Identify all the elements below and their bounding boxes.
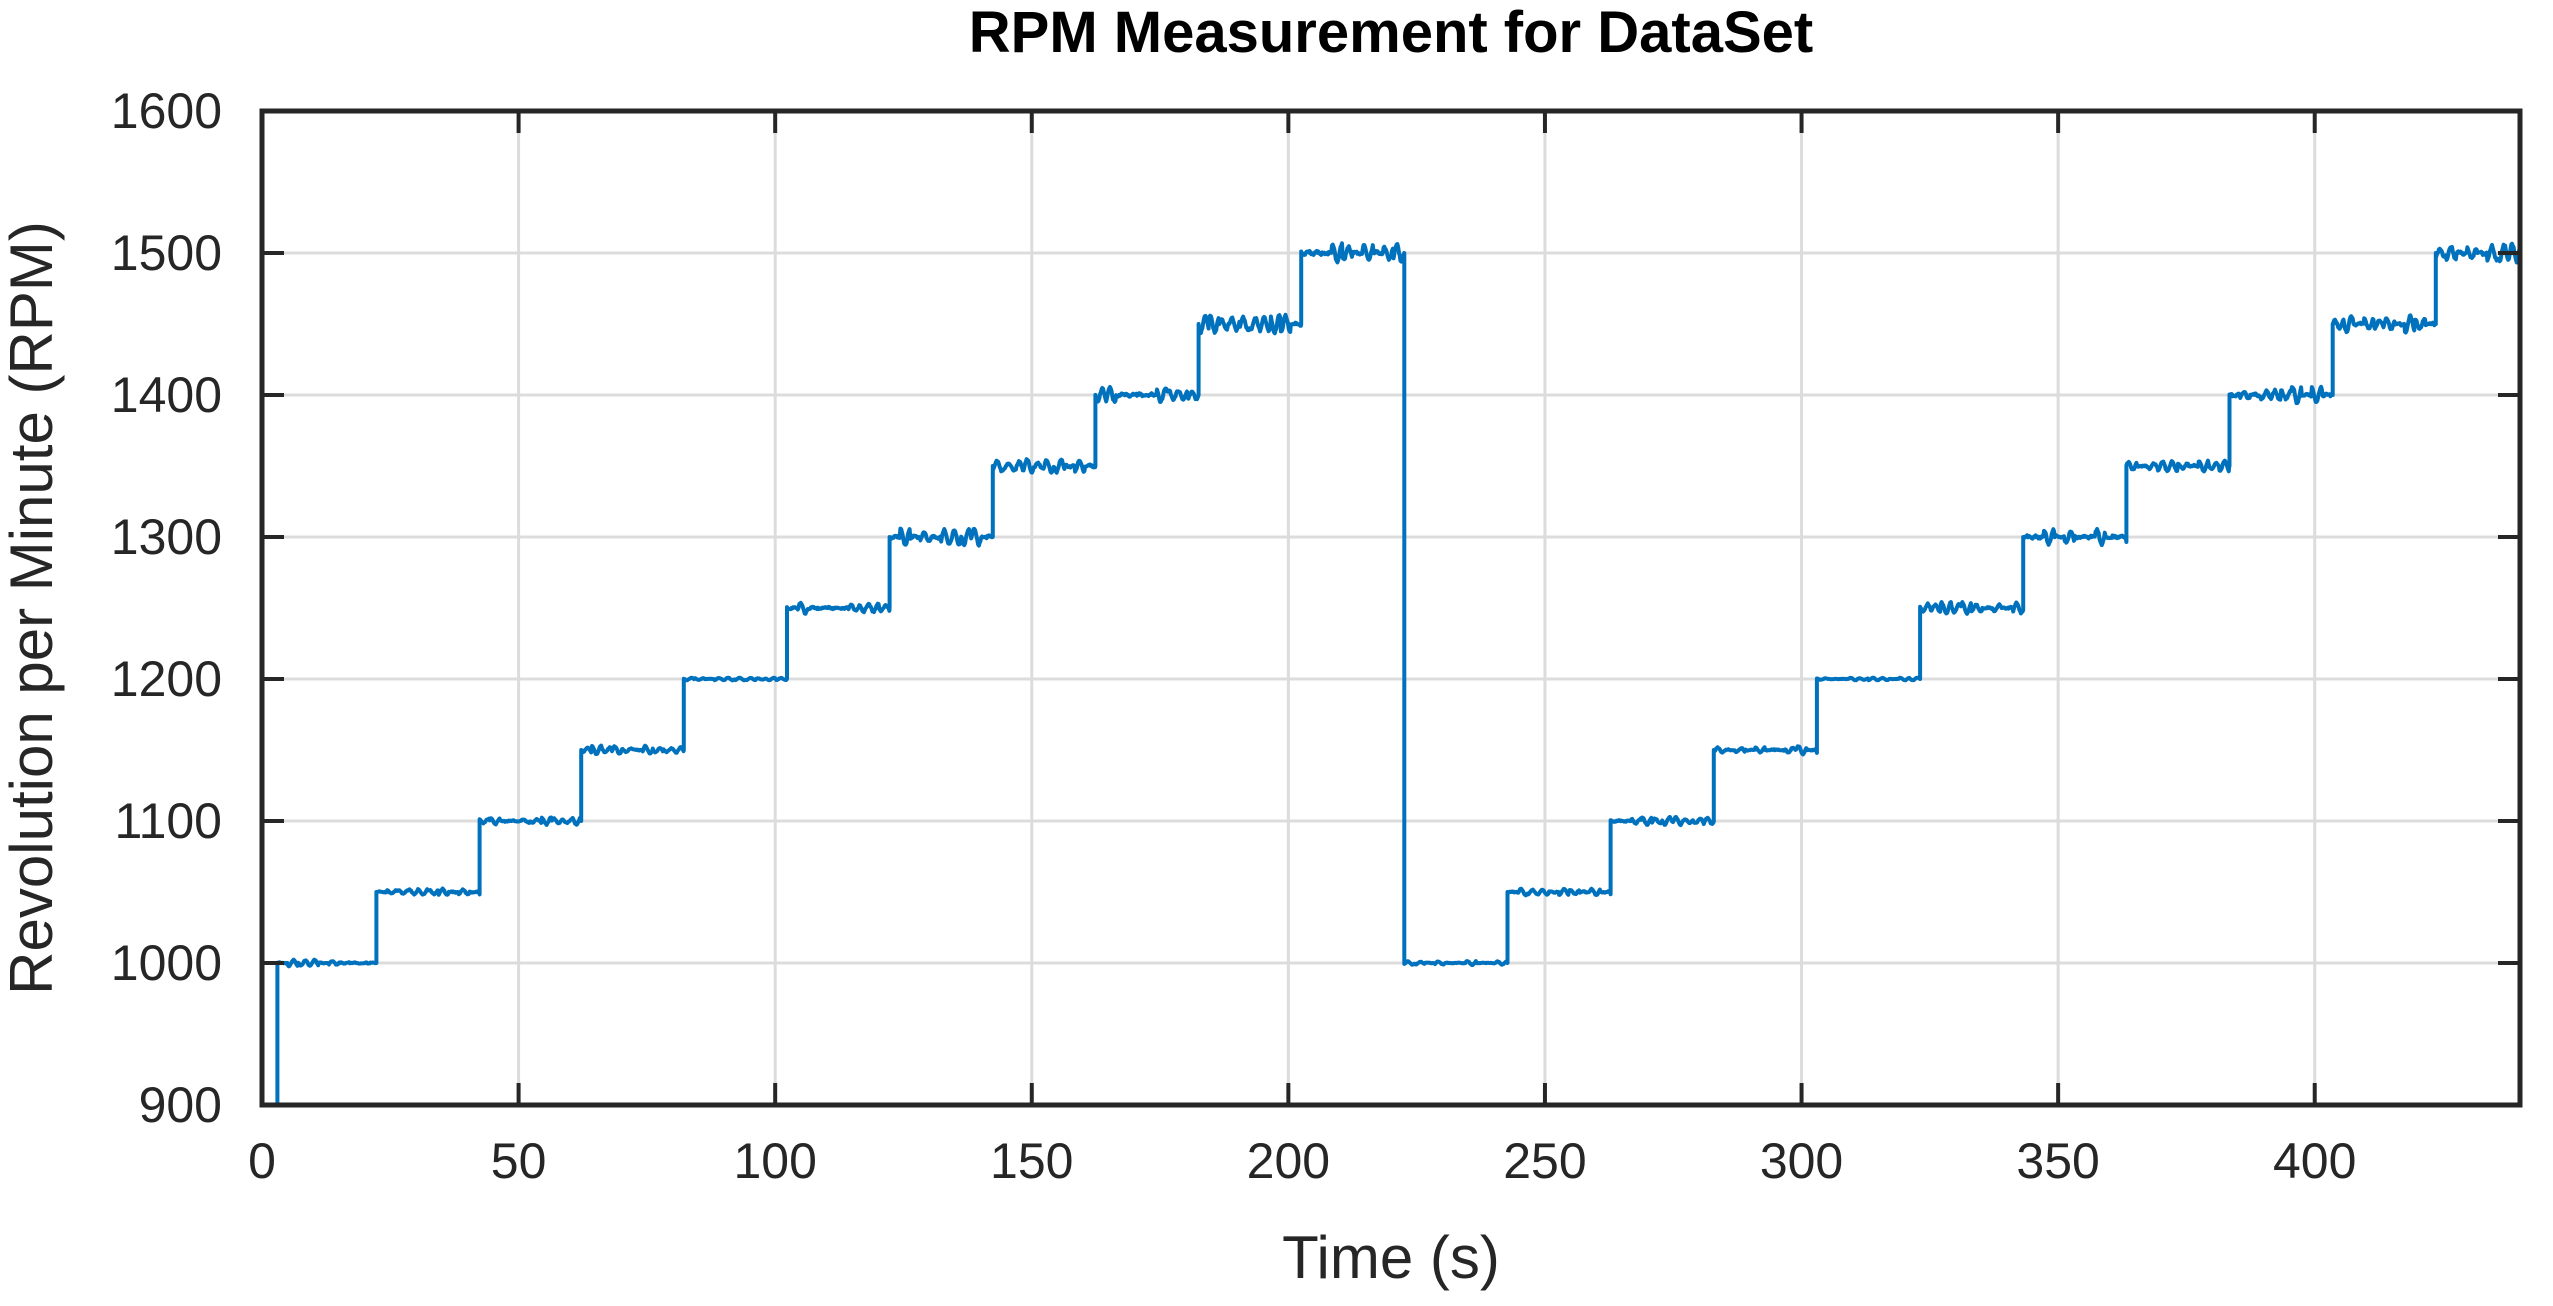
y-tick-label: 1600 xyxy=(111,83,222,139)
y-tick-label: 1000 xyxy=(111,935,222,991)
y-tick-label: 1500 xyxy=(111,225,222,281)
x-tick-label: 400 xyxy=(2273,1133,2356,1189)
tick-labels: 0 50 100 150 200 250 300 350 400 900 1000 1100 1200 1… xyxy=(111,83,2357,1189)
axes-box-and-ticks xyxy=(259,108,2523,1108)
x-tick-label: 150 xyxy=(990,1133,1073,1189)
axes-box xyxy=(259,108,2523,1108)
x-tick-label: 50 xyxy=(491,1133,547,1189)
y-axis-label: Revolution per Minute (RPM) xyxy=(0,221,65,995)
x-tick-label: 0 xyxy=(248,1133,276,1189)
x-tick-label: 350 xyxy=(2016,1133,2099,1189)
y-tick-label: 1400 xyxy=(111,367,222,423)
x-tick-label: 200 xyxy=(1247,1133,1330,1189)
y-tick-label: 1300 xyxy=(111,509,222,565)
rpm-series-line xyxy=(275,241,2522,1105)
x-tick-label: 300 xyxy=(1760,1133,1843,1189)
y-tick-label: 1200 xyxy=(111,651,222,707)
chart-title: RPM Measurement for DataSet xyxy=(969,0,1813,65)
y-tick-label: 900 xyxy=(139,1077,222,1133)
x-tick-label: 250 xyxy=(1503,1133,1586,1189)
y-tick-label: 1100 xyxy=(114,793,222,849)
x-tick-label: 100 xyxy=(733,1133,816,1189)
rpm-data-line xyxy=(275,241,2522,1105)
x-axis-label: Time (s) xyxy=(1282,1224,1500,1291)
